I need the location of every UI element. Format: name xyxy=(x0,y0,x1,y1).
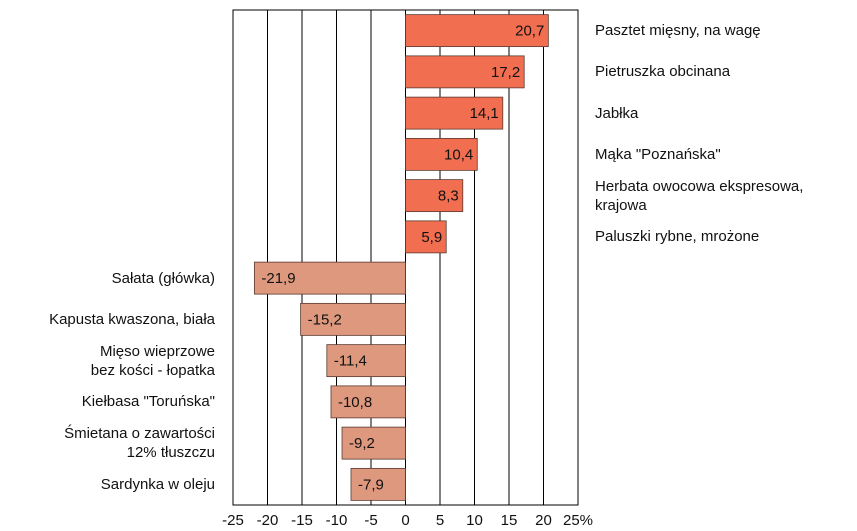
bar xyxy=(405,179,464,213)
bar xyxy=(405,96,504,130)
x-tick-label: -20 xyxy=(257,512,279,529)
category-label: Śmietana o zawartości 12% tłuszczu xyxy=(64,425,215,462)
category-label: Jabłka xyxy=(595,104,639,122)
value-label: 5,9 xyxy=(421,229,442,246)
x-tick-label: -15 xyxy=(291,512,313,529)
category-label: Herbata owocowa ekspresowa, krajowa xyxy=(595,177,804,214)
value-label: 8,3 xyxy=(438,188,459,205)
bar xyxy=(350,467,406,501)
value-label: -15,2 xyxy=(308,311,342,328)
category-label: Pietruszka obcinana xyxy=(595,63,731,81)
category-label: Kiełbasa "Toruńska" xyxy=(81,393,215,411)
bar xyxy=(405,137,478,171)
value-label: -7,9 xyxy=(358,476,384,493)
x-tick-label: -25 xyxy=(222,512,244,529)
x-tick-label: -10 xyxy=(326,512,348,529)
value-label: -21,9 xyxy=(261,270,295,287)
category-label: Mięso wieprzowe bez kości - łopatka xyxy=(90,342,215,379)
bar xyxy=(405,220,447,254)
bar xyxy=(330,385,406,419)
category-label: Sardynka w oleju xyxy=(100,475,215,493)
x-tick-label: -5 xyxy=(364,512,377,529)
category-label: Kapusta kwaszona, biała xyxy=(49,310,215,328)
bar xyxy=(326,344,406,378)
x-tick-label: 0 xyxy=(401,512,409,529)
category-label: Sałata (główka) xyxy=(111,269,215,287)
category-label: Paluszki rybne, mrożone xyxy=(595,228,760,246)
bar xyxy=(405,14,549,48)
bar xyxy=(300,302,406,336)
x-tick-label: 10 xyxy=(466,512,483,529)
value-label: 17,2 xyxy=(491,64,520,81)
value-label: 14,1 xyxy=(470,105,499,122)
category-label: Pasztet mięsny, na wagę xyxy=(595,22,761,40)
plot-frame xyxy=(232,9,579,506)
x-tick-label: 25% xyxy=(563,512,593,529)
x-tick-label: 20 xyxy=(535,512,552,529)
value-label: 10,4 xyxy=(444,146,473,163)
value-label: -9,2 xyxy=(349,435,375,452)
x-tick-label: 15 xyxy=(501,512,518,529)
x-tick-label: 5 xyxy=(436,512,444,529)
bar xyxy=(405,55,525,89)
bar xyxy=(341,426,406,460)
bar xyxy=(253,261,406,295)
category-label: Mąka "Poznańska" xyxy=(595,145,721,163)
value-label: -11,4 xyxy=(334,353,367,370)
value-label: 20,7 xyxy=(515,23,544,40)
value-label: -10,8 xyxy=(338,394,372,411)
